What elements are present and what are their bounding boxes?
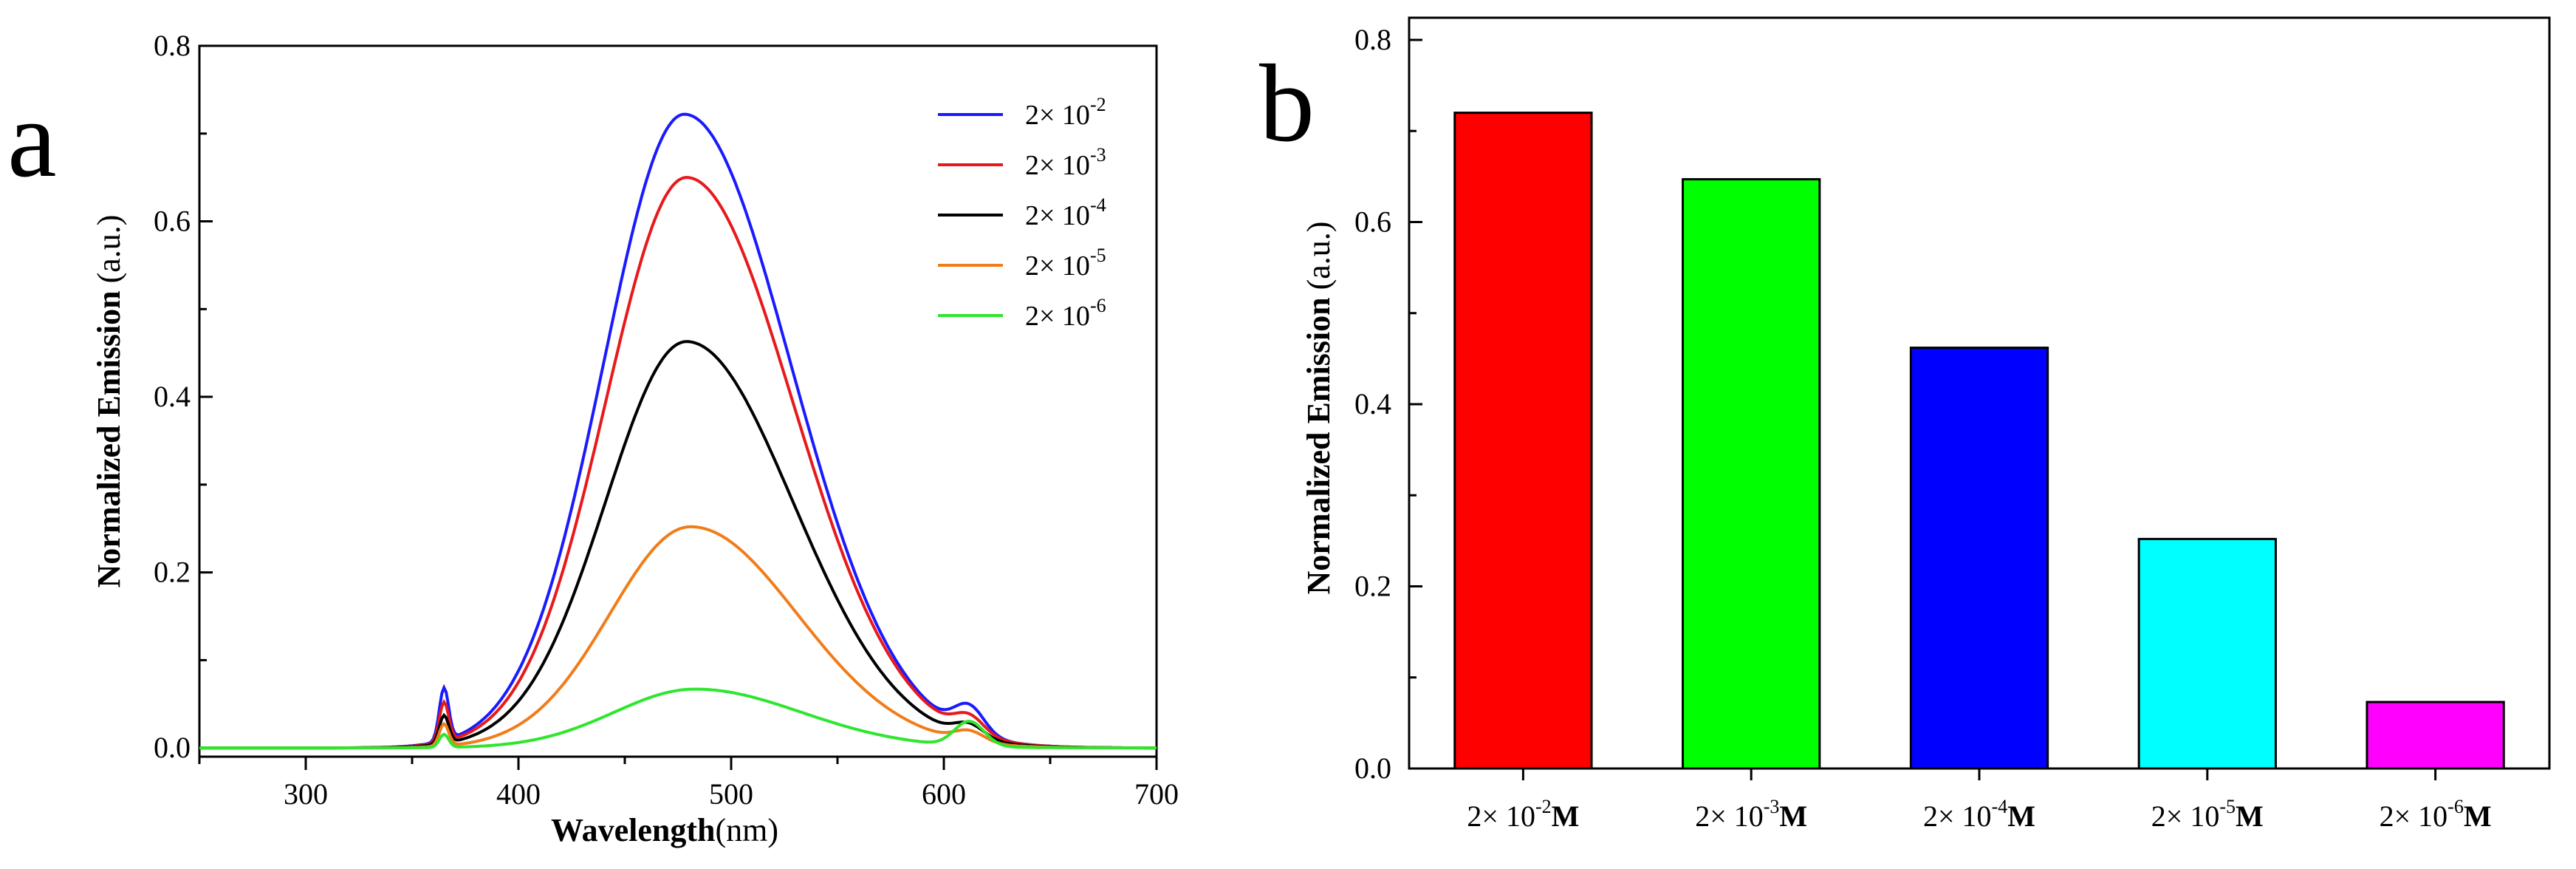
bar-3 <box>1909 347 2049 770</box>
legend-label-base: 2× 10 <box>1025 200 1090 231</box>
panel-a-y-ticks: 0.0 0.2 0.4 0.6 0.8 <box>154 29 213 764</box>
legend-label-exponent: -2 <box>1090 94 1106 115</box>
y-tick-label: 0.8 <box>1354 23 1391 56</box>
panel-a-series-lines <box>199 112 1157 750</box>
series-line-1 <box>199 112 1157 750</box>
x-tick-label-base: 2× 10 <box>2380 800 2448 833</box>
panel-a-line-chart: a 0.00.20.40.60.8 300 400 500 600 700 2× 10-… <box>7 29 1179 848</box>
panel-b-y-axis-title: Normalized Emission (a.u.) <box>1301 222 1337 595</box>
x-tick-label: 400 <box>496 777 541 811</box>
x-tick-label-exponent: -5 <box>2219 796 2236 817</box>
y-tick-label: 0.8 <box>154 29 191 62</box>
y-tick-label: 0.4 <box>1354 387 1391 420</box>
series-line-3 <box>199 340 1157 750</box>
legend-label: 2× 10-4 <box>1025 194 1106 231</box>
y-tick-label: 0.4 <box>154 380 191 413</box>
y-tick-label: 0.0 <box>154 731 191 764</box>
panel-b-bar-chart: b 0.00.20.40.60.8 2× 10-2M 2× 10-3M 2× 10-… <box>1259 16 2551 833</box>
y-tick-label: 0.6 <box>1354 205 1391 239</box>
series-line-4 <box>199 525 1157 750</box>
x-tick-label: 2× 10-2M <box>1467 796 1579 833</box>
x-tick-label-exponent: -2 <box>1535 796 1552 817</box>
x-tick-label-unit: M <box>2007 800 2035 833</box>
legend-label: 2× 10-2 <box>1025 94 1106 131</box>
series-line-2 <box>199 176 1157 750</box>
legend-label-exponent: -6 <box>1090 295 1106 316</box>
x-tick-label: 500 <box>709 777 753 811</box>
bar-1 <box>1453 112 1593 770</box>
x-tick-label-base: 2× 10 <box>1467 800 1535 833</box>
panel-b-y-axis-unit: (a.u.) <box>1301 222 1337 290</box>
panel-a-x-axis-title-text: Wavelength <box>551 812 715 848</box>
legend-label-base: 2× 10 <box>1025 251 1090 282</box>
x-tick-label: 700 <box>1134 777 1179 811</box>
legend-label-base: 2× 10 <box>1025 301 1090 332</box>
legend-label-exponent: -4 <box>1090 194 1106 216</box>
panel-a-x-axis-unit: (nm) <box>715 812 778 848</box>
panel-a-legend: 2× 10-22× 10-32× 10-42× 10-52× 10-6 <box>938 94 1106 332</box>
panel-a-y-axis-title-text: Normalized Emission <box>91 290 127 587</box>
x-tick-label-exponent: -4 <box>1992 796 2008 817</box>
panel-a-x-axis-title: Wavelength(nm) <box>551 812 778 848</box>
panel-b-y-axis-title-text: Normalized Emission <box>1301 297 1337 594</box>
y-tick-label: 0.2 <box>1354 570 1391 603</box>
panel-b-bars <box>1453 112 2505 770</box>
bar-5 <box>2366 701 2505 770</box>
x-tick-label: 2× 10-5M <box>2151 796 2264 833</box>
legend-label: 2× 10-6 <box>1025 295 1106 332</box>
x-tick-label-unit: M <box>2236 800 2264 833</box>
x-tick-label-base: 2× 10 <box>2151 800 2220 833</box>
x-tick-label-exponent: -6 <box>2447 796 2464 817</box>
panel-b-letter: b <box>1259 42 1315 165</box>
bar-4 <box>2137 537 2277 770</box>
x-tick-label-unit: M <box>1779 800 1807 833</box>
legend-label-exponent: -3 <box>1090 144 1106 166</box>
x-tick-label: 600 <box>922 777 966 811</box>
x-tick-label-exponent: -3 <box>1764 796 1780 817</box>
legend-label-base: 2× 10 <box>1025 150 1090 181</box>
panel-a-letter: a <box>7 78 57 200</box>
panel-a-y-axis-unit: (a.u.) <box>91 215 127 284</box>
x-tick-label-base: 2× 10 <box>1923 800 1992 833</box>
legend-label-exponent: -5 <box>1090 245 1106 266</box>
panel-a-x-ticks: 300 400 500 600 700 <box>198 757 1179 811</box>
y-tick-label: 0.0 <box>1354 752 1391 785</box>
x-tick-label-unit: M <box>2464 800 2492 833</box>
x-tick-label: 2× 10-6M <box>2380 796 2492 833</box>
x-tick-label-base: 2× 10 <box>1695 800 1764 833</box>
panel-a-plot-frame <box>198 44 1158 758</box>
legend-label: 2× 10-3 <box>1025 144 1106 181</box>
series-line-5 <box>199 687 1157 750</box>
panel-a-y-axis-title: Normalized Emission (a.u.) <box>91 215 127 588</box>
y-tick-label: 0.2 <box>154 556 191 589</box>
panel-b-y-ticks: 0.0 0.2 0.4 0.6 0.8 <box>1354 23 1422 785</box>
bar-2 <box>1682 178 1821 770</box>
legend-label: 2× 10-5 <box>1025 245 1106 282</box>
legend-label-base: 2× 10 <box>1025 100 1090 131</box>
panel-b-x-tick-labels: 2× 10-2M 2× 10-3M 2× 10-4M 2× 10-5M 2× 10-6M <box>1467 769 2492 833</box>
y-tick-label: 0.6 <box>154 205 191 238</box>
x-tick-label-unit: M <box>1552 800 1580 833</box>
x-tick-label: 2× 10-3M <box>1695 796 1807 833</box>
x-tick-label: 2× 10-4M <box>1923 796 2035 833</box>
x-tick-label: 300 <box>284 777 328 811</box>
